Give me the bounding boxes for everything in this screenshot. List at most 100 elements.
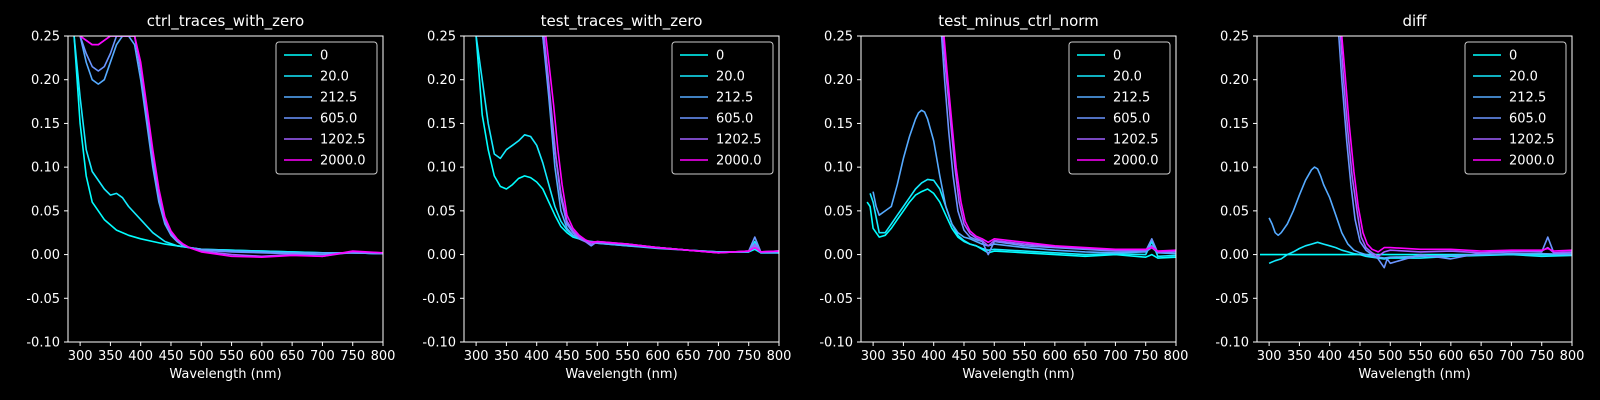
series-line-2000.0 — [79, 36, 383, 259]
y-tick-label: -0.10 — [819, 336, 853, 351]
x-tick-label: 400 — [524, 349, 549, 364]
series-group — [73, 36, 383, 259]
plot-frame — [67, 35, 384, 343]
legend-label: 0 — [716, 49, 724, 64]
x-tick-label: 450 — [952, 349, 977, 364]
x-tick-label: 550 — [219, 349, 244, 364]
x-tick-label: 750 — [1529, 349, 1554, 364]
plot-frame — [1256, 35, 1573, 343]
x-tick-label: 600 — [1042, 349, 1067, 364]
x-tick-label: 400 — [921, 349, 946, 364]
legend-label: 605.0 — [320, 112, 357, 127]
x-tick-label: 350 — [494, 349, 519, 364]
chart-panel-2: 300 350 400 450 500 550 600 650 700 750 800 -0.10 -0… — [422, 12, 791, 382]
x-tick-label: 700 — [706, 349, 731, 364]
x-tick-label: 500 — [982, 349, 1007, 364]
legend-label: 212.5 — [1113, 91, 1150, 106]
x-tick-label: 300 — [861, 349, 886, 364]
y-tick-label: 0.00 — [1220, 248, 1249, 263]
x-tick-label: 450 — [555, 349, 580, 364]
x-tick-label: 800 — [1164, 349, 1189, 364]
legend-box — [671, 41, 774, 175]
plot-frame — [463, 35, 780, 343]
y-tick-label: -0.05 — [26, 292, 60, 307]
x-tick-label: 300 — [68, 349, 93, 364]
y-tick-label: 0.25 — [31, 30, 60, 45]
x-tick-label: 650 — [676, 349, 701, 364]
x-tick-label: 400 — [128, 349, 153, 364]
x-axis-label: Wavelength (nm) — [565, 367, 677, 382]
x-tick-label: 600 — [645, 349, 670, 364]
y-tick-label: 0.05 — [31, 204, 60, 219]
legend: 0 20.0 212.5 605.0 1202.5 2000.0 — [1464, 41, 1567, 175]
y-tick-label: 0.05 — [427, 204, 456, 219]
legend-label: 20.0 — [716, 70, 745, 85]
y-tick-label: -0.05 — [1215, 292, 1249, 307]
chart-title: test_traces_with_zero — [541, 12, 703, 31]
legend-label: 0 — [1509, 49, 1517, 64]
x-tick-label: 300 — [1257, 349, 1282, 364]
x-axis-label: Wavelength (nm) — [169, 367, 281, 382]
legend-label: 605.0 — [716, 112, 753, 127]
y-tick-label: 0.20 — [31, 73, 60, 88]
y-tick-label: -0.10 — [1215, 336, 1249, 351]
legend-label: 2000.0 — [1509, 154, 1555, 169]
y-tick-label: 0.15 — [427, 117, 456, 132]
x-tick-label: 550 — [1408, 349, 1433, 364]
legend-label: 2000.0 — [1113, 154, 1159, 169]
y-tick-label: 0.05 — [1220, 204, 1249, 219]
chart-title: diff — [1402, 12, 1427, 30]
legend: 0 20.0 212.5 605.0 1202.5 2000.0 — [275, 41, 378, 175]
x-tick-label: 500 — [189, 349, 214, 364]
legend-label: 20.0 — [320, 70, 349, 85]
y-tick-label: 0.10 — [824, 161, 853, 176]
y-tick-label: -0.05 — [422, 292, 456, 307]
chart-panels: 300 350 400 450 500 550 600 650 700 750 800 -0.10 -0… — [26, 12, 1584, 382]
x-tick-label: 650 — [280, 349, 305, 364]
legend-box — [275, 41, 378, 175]
y-tick-label: 0.15 — [31, 117, 60, 132]
legend-label: 0 — [320, 49, 328, 64]
x-tick-label: 550 — [1012, 349, 1037, 364]
legend: 0 20.0 212.5 605.0 1202.5 2000.0 — [1068, 41, 1171, 175]
series-group — [866, 36, 1176, 259]
y-tick-label: 0.15 — [824, 117, 853, 132]
x-tick-label: 800 — [767, 349, 792, 364]
series-group — [475, 36, 779, 254]
x-tick-label: 800 — [1560, 349, 1585, 364]
y-tick-label: 0.25 — [824, 30, 853, 45]
y-tick-label: 0.05 — [824, 204, 853, 219]
series-group — [1260, 36, 1572, 269]
legend-label: 20.0 — [1509, 70, 1538, 85]
x-tick-label: 700 — [1499, 349, 1524, 364]
y-tick-label: -0.10 — [422, 336, 456, 351]
x-tick-label: 650 — [1469, 349, 1494, 364]
y-tick-label: 0.10 — [1220, 161, 1249, 176]
x-tick-label: 350 — [1287, 349, 1312, 364]
series-line-212.5 — [79, 36, 383, 255]
series-line-2000.0 — [545, 36, 779, 254]
series-line-2000.0 — [943, 36, 1176, 252]
y-tick-label: 0.20 — [824, 73, 853, 88]
legend-label: 1202.5 — [1113, 133, 1159, 148]
y-tick-label: 0.25 — [427, 30, 456, 45]
series-line-20.0 — [73, 36, 383, 255]
y-tick-label: 0.20 — [1220, 73, 1249, 88]
x-tick-label: 600 — [249, 349, 274, 364]
x-tick-label: 750 — [736, 349, 761, 364]
legend-label: 0 — [1113, 49, 1121, 64]
legend-label: 605.0 — [1113, 112, 1150, 127]
legend-label: 1202.5 — [1509, 133, 1555, 148]
x-tick-label: 400 — [1317, 349, 1342, 364]
y-tick-label: -0.10 — [26, 336, 60, 351]
y-tick-label: 0.15 — [1220, 117, 1249, 132]
series-line-2000.0 — [1341, 36, 1572, 253]
x-axis-label: Wavelength (nm) — [962, 367, 1074, 382]
chart-panel-4: 300 350 400 450 500 550 600 650 700 750 800 -0.10 -0… — [1215, 12, 1584, 382]
x-tick-label: 800 — [371, 349, 396, 364]
series-line-212.5 — [872, 109, 1176, 255]
chart-title: test_minus_ctrl_norm — [938, 12, 1099, 31]
legend-label: 605.0 — [1509, 112, 1546, 127]
